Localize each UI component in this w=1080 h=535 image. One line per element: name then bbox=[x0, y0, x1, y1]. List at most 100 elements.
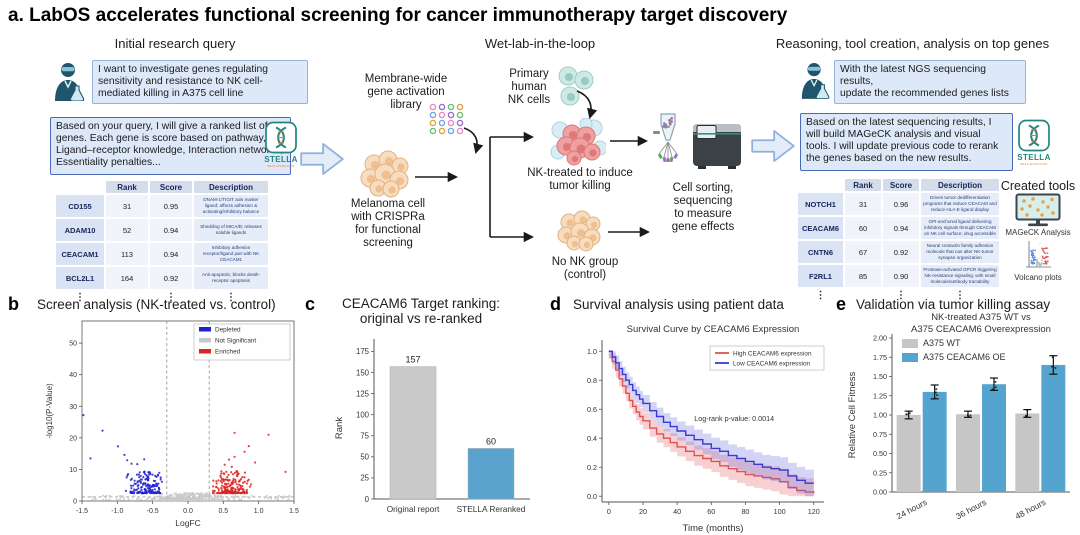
survival-chart: Survival Curve by CEACAM6 Expression 0 20 4… bbox=[552, 318, 840, 535]
svg-text:-1.5: -1.5 bbox=[76, 508, 88, 515]
score-cell: 0.94 bbox=[883, 217, 919, 239]
melanoma-label: Melanoma cell with CRISPRa for functiona… bbox=[350, 198, 426, 250]
svg-text:~: ~ bbox=[1039, 241, 1041, 245]
svg-text:36 hours: 36 hours bbox=[954, 497, 988, 521]
svg-text:30: 30 bbox=[69, 404, 77, 411]
svg-text:0: 0 bbox=[365, 495, 370, 504]
score-cell: 0.92 bbox=[150, 267, 192, 289]
svg-text:20: 20 bbox=[69, 435, 77, 442]
column-header: Score bbox=[883, 179, 919, 191]
description-cell: Shedding of MICA/B; releases soluble lig… bbox=[194, 219, 268, 241]
svg-text:50: 50 bbox=[360, 453, 369, 462]
volcano-chart: -1.5 -1.0 -0.5 0.0 0.5 1.0 1.5 0 10 20 30 40 50 LogFC… bbox=[42, 315, 310, 534]
description-cell: GPI-anchored ligand delivering inhibitor… bbox=[921, 217, 999, 239]
svg-text:LogFC: LogFC bbox=[175, 518, 201, 528]
nk-cells-icon bbox=[558, 66, 594, 106]
svg-text:Enriched: Enriched bbox=[215, 349, 241, 356]
column-header: Score bbox=[150, 181, 192, 193]
rank-cell: 113 bbox=[106, 243, 148, 265]
scientist-icon bbox=[52, 61, 86, 101]
ellipsis: ⋮ bbox=[75, 291, 85, 303]
gene-cell: CEACAM6 bbox=[798, 217, 843, 239]
sgRNA-library-icon bbox=[429, 103, 464, 135]
column-header bbox=[798, 179, 843, 191]
svg-text:NK-treated A375 WT vs: NK-treated A375 WT vs bbox=[931, 312, 1031, 323]
left-section-header: Initial research query bbox=[114, 36, 236, 51]
svg-text:0: 0 bbox=[73, 499, 77, 506]
svg-text:100: 100 bbox=[356, 410, 370, 419]
score-cell: 0.94 bbox=[150, 243, 192, 265]
gene-cell: BCL2L1 bbox=[56, 267, 104, 289]
svg-text:50: 50 bbox=[69, 341, 77, 348]
sorting-label: Cell sorting, sequencing to measure gene… bbox=[671, 182, 735, 234]
svg-text:-0.5: -0.5 bbox=[147, 508, 159, 515]
svg-text:0: 0 bbox=[607, 507, 611, 516]
rank-cell: 31 bbox=[845, 193, 881, 215]
score-cell: 0.90 bbox=[883, 265, 919, 287]
svg-text:0.00: 0.00 bbox=[873, 488, 887, 497]
svg-text:125: 125 bbox=[356, 389, 370, 398]
flow-arrow-icon bbox=[751, 127, 795, 165]
panel-b-title: Screen analysis (NK-treated vs. control) bbox=[37, 297, 276, 312]
score-cell: 0.92 bbox=[883, 241, 919, 263]
library-label: Membrane-wide gene activation library bbox=[364, 73, 448, 112]
panel-c-letter: c bbox=[305, 294, 316, 314]
svg-text:150: 150 bbox=[356, 368, 370, 377]
rank-cell: 52 bbox=[106, 219, 148, 241]
monitor-icon bbox=[1015, 193, 1061, 227]
mageck-tool-label: MAGeCK Analysis bbox=[1005, 228, 1071, 237]
description-cell: DNAM-1/TIGIT axis master ligand; affects… bbox=[194, 195, 268, 217]
ellipsis: ⋮ bbox=[815, 289, 826, 301]
control-cells-icon bbox=[557, 210, 601, 252]
score-cell: 0.94 bbox=[150, 219, 192, 241]
svg-text:Log-rank p-value: 0.0014: Log-rank p-value: 0.0014 bbox=[694, 414, 774, 423]
column-header: Description bbox=[194, 181, 268, 193]
right-section-header: Reasoning, tool creation, analysis on to… bbox=[775, 36, 1050, 51]
gene-cell: CEACAM1 bbox=[56, 243, 104, 265]
created-tools-header: Created tools bbox=[1000, 179, 1076, 193]
score-cell: 0.95 bbox=[150, 195, 192, 217]
volcano-tool-label: Volcano plots bbox=[1014, 273, 1062, 282]
stella-reply-bubble: Based on your query, I will give a ranke… bbox=[50, 117, 291, 175]
ellipsis: ⋮ bbox=[166, 291, 176, 303]
svg-text:60: 60 bbox=[707, 507, 715, 516]
svg-text:-1.0: -1.0 bbox=[111, 508, 123, 515]
ellipsis: ⋮ bbox=[955, 289, 965, 301]
description-cell: Drives tumor dedifferentiation programs … bbox=[921, 193, 999, 215]
control-label: No NK group (control) bbox=[551, 256, 619, 282]
description-cell: Inhibitory adhesion receptor/ligand pair… bbox=[194, 243, 268, 265]
panel-b-letter: b bbox=[8, 294, 19, 314]
gene-cell: CNTN6 bbox=[798, 241, 843, 263]
svg-text:A375 CEACAM6 OE: A375 CEACAM6 OE bbox=[923, 352, 1006, 362]
svg-text:2.00: 2.00 bbox=[873, 334, 887, 343]
stella-logo bbox=[263, 121, 299, 169]
ellipsis: ⋮ bbox=[226, 291, 236, 303]
svg-text:A375 CEACAM6 Overexpression: A375 CEACAM6 Overexpression bbox=[911, 324, 1051, 335]
svg-text:1.00: 1.00 bbox=[873, 411, 887, 420]
column-header bbox=[56, 181, 104, 193]
svg-text:Depleted: Depleted bbox=[215, 327, 241, 334]
svg-text:Survival Curve by CEACAM6 Expr: Survival Curve by CEACAM6 Expression bbox=[627, 324, 800, 335]
svg-text:0.0: 0.0 bbox=[183, 508, 193, 515]
panel-d-letter: d bbox=[550, 294, 561, 314]
svg-text:Relative Cell Fitness: Relative Cell Fitness bbox=[847, 371, 858, 458]
panel-c-title: CEACAM6 Target ranking: original vs re-r… bbox=[341, 296, 501, 326]
ranking-bar-chart: 0 25 50 75 100 125 150 175 157 Original report 60 S… bbox=[330, 333, 535, 535]
figure-title: a. LabOS accelerates functional screenin… bbox=[8, 5, 788, 26]
nk-cells-label: Primary human NK cells bbox=[507, 68, 551, 107]
svg-text:0.5: 0.5 bbox=[218, 508, 228, 515]
svg-text:STELLA Reranked: STELLA Reranked bbox=[457, 504, 526, 514]
cell-sorter-icon bbox=[653, 113, 678, 162]
svg-text:0.25: 0.25 bbox=[873, 468, 887, 477]
column-header: Description bbox=[921, 179, 999, 191]
svg-text:0.0: 0.0 bbox=[587, 492, 597, 501]
user-query-bubble: I want to investigate genes regulating s… bbox=[92, 60, 308, 105]
middle-section-header: Wet-lab-in-the-loop bbox=[484, 36, 596, 51]
svg-text:120: 120 bbox=[808, 507, 820, 516]
svg-text:1.50: 1.50 bbox=[873, 372, 887, 381]
nk-treated-cells-icon bbox=[550, 118, 606, 166]
ranked-genes-table-right: Rank Score Description NOTCH1 31 0.96 Drives t… bbox=[797, 178, 1000, 302]
svg-text:1.0: 1.0 bbox=[254, 508, 264, 515]
rank-cell: 60 bbox=[845, 217, 881, 239]
